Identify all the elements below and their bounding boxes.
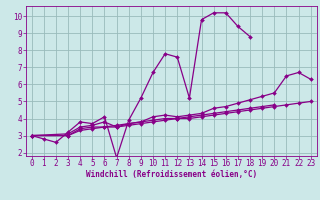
- X-axis label: Windchill (Refroidissement éolien,°C): Windchill (Refroidissement éolien,°C): [86, 170, 257, 179]
